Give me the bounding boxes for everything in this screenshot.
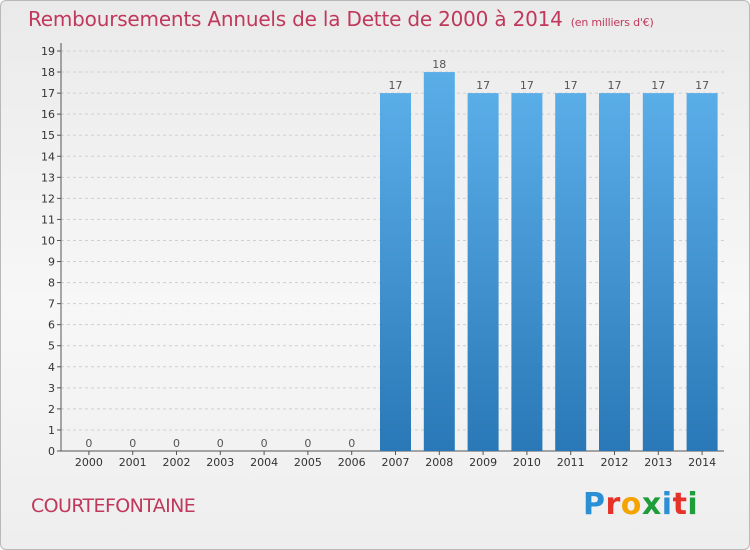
x-tick-label: 2009 (469, 456, 497, 469)
data-label: 0 (304, 437, 311, 450)
bar (467, 93, 499, 452)
logo-letter: i (687, 487, 699, 522)
y-tick-label: 6 (48, 319, 55, 332)
data-label: 17 (564, 79, 578, 92)
data-label: 17 (608, 79, 622, 92)
data-label: 17 (476, 79, 490, 92)
data-label: 0 (85, 437, 92, 450)
y-tick-label: 5 (48, 340, 55, 353)
y-tick-label: 4 (48, 361, 55, 374)
bar (642, 93, 674, 452)
chart-title: Remboursements Annuels de la Dette de 20… (28, 7, 654, 31)
y-tick-label: 3 (48, 382, 55, 395)
data-label: 0 (348, 437, 355, 450)
y-tick-label: 19 (41, 45, 55, 58)
y-tick-label: 15 (41, 129, 55, 142)
logo-letter: o (620, 487, 642, 522)
commune-name: COURTEFONTAINE (31, 495, 196, 517)
x-tick-label: 2001 (119, 456, 147, 469)
data-label: 0 (173, 437, 180, 450)
data-label: 0 (129, 437, 136, 450)
bar (686, 93, 718, 452)
labels: 0123456789101112131415161718192000020010… (41, 45, 716, 469)
x-tick-label: 2004 (250, 456, 278, 469)
y-tick-label: 11 (41, 213, 55, 226)
logo-letter: x (641, 487, 662, 522)
data-label: 17 (520, 79, 534, 92)
bar (423, 72, 455, 451)
x-tick-label: 2011 (557, 456, 585, 469)
y-tick-label: 14 (41, 150, 55, 163)
y-tick-label: 7 (48, 298, 55, 311)
bar (511, 93, 543, 452)
y-tick-label: 9 (48, 256, 55, 269)
y-tick-label: 13 (41, 171, 55, 184)
bar (380, 93, 411, 452)
bar (555, 93, 587, 452)
data-label: 17 (695, 79, 709, 92)
x-tick-label: 2013 (644, 456, 672, 469)
y-tick-label: 17 (41, 87, 55, 100)
y-tick-label: 8 (48, 277, 55, 290)
y-tick-label: 10 (41, 234, 55, 247)
logo-letter: i (661, 487, 673, 522)
data-label: 17 (389, 79, 403, 92)
x-tick-label: 2006 (338, 456, 366, 469)
bar (599, 93, 630, 452)
x-tick-label: 2008 (425, 456, 453, 469)
data-label: 0 (217, 437, 224, 450)
x-tick-label: 2007 (382, 456, 410, 469)
x-tick-label: 2005 (294, 456, 322, 469)
x-tick-label: 2010 (513, 456, 541, 469)
y-tick-label: 0 (48, 445, 55, 458)
chart-unit: (en milliers d'€) (570, 16, 654, 29)
logo-letter: P (583, 487, 606, 522)
logo-letter: r (605, 487, 621, 522)
y-tick-label: 12 (41, 192, 55, 205)
x-tick-label: 2014 (688, 456, 716, 469)
x-tick-label: 2000 (75, 456, 103, 469)
data-label: 17 (651, 79, 665, 92)
chart-title-text: Remboursements Annuels de la Dette de 20… (28, 7, 563, 31)
y-tick-label: 16 (41, 108, 55, 121)
x-tick-label: 2003 (206, 456, 234, 469)
data-label: 18 (432, 58, 446, 71)
x-tick-label: 2002 (163, 456, 191, 469)
x-tick-label: 2012 (601, 456, 629, 469)
bars (380, 72, 718, 452)
data-label: 0 (261, 437, 268, 450)
y-tick-label: 1 (48, 424, 55, 437)
y-tick-label: 18 (41, 66, 55, 79)
y-tick-label: 2 (48, 403, 55, 416)
proxiti-logo: Proxiti (583, 487, 698, 522)
logo-letter: t (672, 487, 688, 522)
